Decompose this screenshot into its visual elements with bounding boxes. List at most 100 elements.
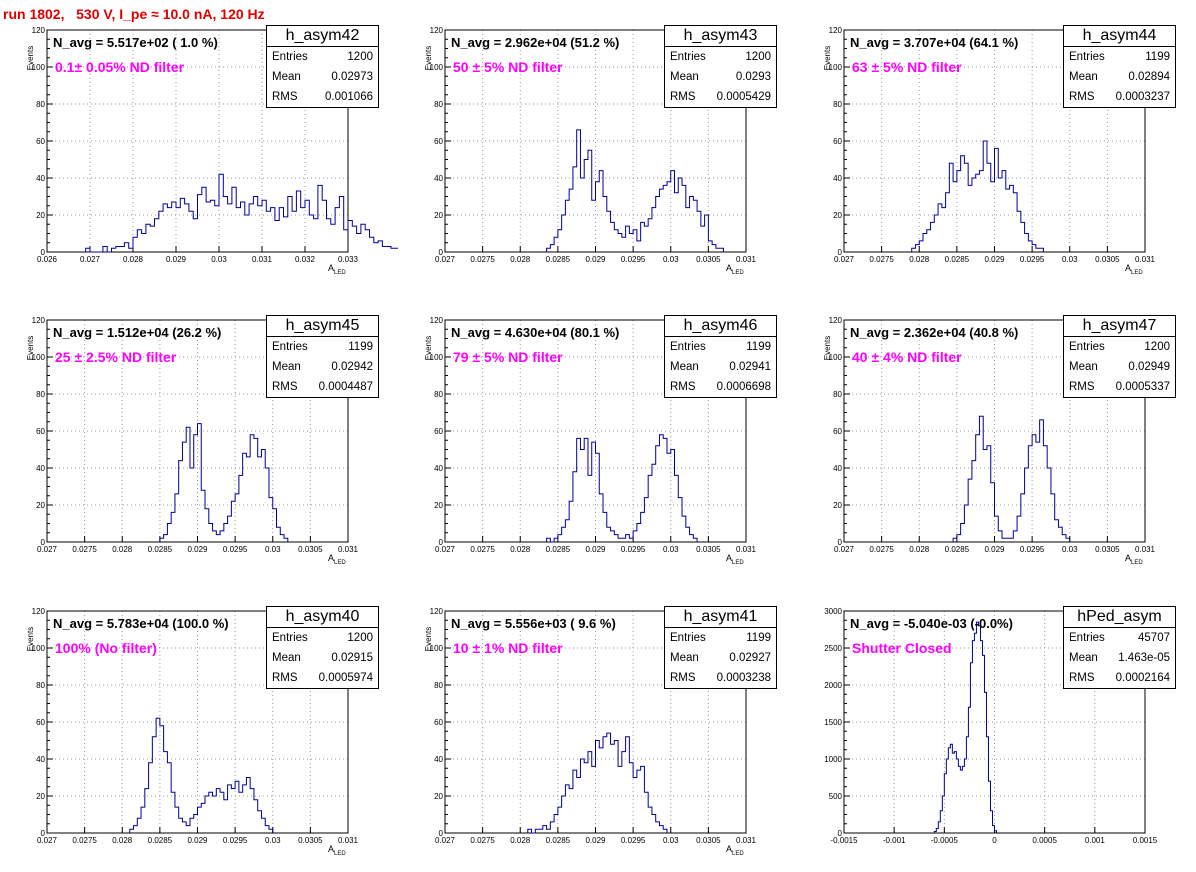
y-tick-label: 2000 bbox=[824, 681, 842, 690]
y-tick-label: 1000 bbox=[824, 755, 842, 764]
y-tick-label: 100 bbox=[430, 353, 444, 362]
stats-row-rms: RMS 0.001066 bbox=[267, 87, 378, 107]
x-tick-label: 0 bbox=[992, 836, 997, 845]
x-tick-label: 0.0305 bbox=[298, 545, 323, 554]
histogram-name: h_asym46 bbox=[665, 316, 776, 337]
y-tick-label: 60 bbox=[434, 718, 443, 727]
x-tick-label: 0.028 bbox=[112, 545, 133, 554]
y-tick-label: 1500 bbox=[824, 718, 842, 727]
histogram-series bbox=[911, 140, 1044, 252]
x-tick-label: 0.027 bbox=[435, 255, 456, 264]
stats-row-mean: Mean 0.02949 bbox=[1064, 357, 1175, 377]
stats-row-rms: RMS 0.0005337 bbox=[1064, 377, 1175, 397]
histogram-series bbox=[527, 732, 668, 834]
stats-value: 1200 bbox=[1144, 341, 1170, 353]
x-tick-label: 0.031 bbox=[338, 836, 359, 845]
y-tick-label: 40 bbox=[833, 464, 842, 473]
stats-row-rms: RMS 0.0003237 bbox=[1064, 87, 1175, 107]
filter-label: 63 ± 5% ND filter bbox=[852, 59, 962, 75]
y-tick-label: 60 bbox=[434, 137, 443, 146]
n-avg-label: N_avg = 4.630e+04 (80.1 %) bbox=[451, 325, 620, 340]
histogram-name: h_asym41 bbox=[665, 607, 776, 628]
x-tick-label: 0.027 bbox=[435, 545, 456, 554]
histogram-panel-h_asym40: 0.027 0.0275 0.028 0.0285 0.029 0.0295 0.03 0.0… bbox=[0, 581, 398, 871]
x-tick-label: -0.001 bbox=[883, 836, 906, 845]
y-tick-label: 120 bbox=[829, 26, 843, 35]
x-tick-label: 0.031 bbox=[1135, 545, 1156, 554]
y-tick-label: 0 bbox=[41, 538, 46, 547]
y-tick-label: 80 bbox=[833, 390, 842, 399]
y-tick-label: 20 bbox=[36, 792, 45, 801]
stats-box: h_asym44 Entries 1199 Mean 0.02894 RMS 0.00032… bbox=[1063, 25, 1176, 108]
histogram-panel-h_asym43: 0.027 0.0275 0.028 0.0285 0.029 0.0295 0.03 0.0… bbox=[398, 0, 796, 290]
x-tick-label: 0.0295 bbox=[621, 545, 646, 554]
x-tick-label: 0.0275 bbox=[869, 255, 894, 264]
stats-row-entries: Entries 1200 bbox=[267, 47, 378, 67]
x-tick-label: 0.0285 bbox=[945, 545, 970, 554]
x-axis-title: ALED bbox=[1125, 553, 1143, 566]
filter-label: Shutter Closed bbox=[852, 640, 952, 656]
stats-value: 1200 bbox=[347, 632, 373, 644]
histogram-name: h_asym43 bbox=[665, 26, 776, 47]
stats-row-mean: Mean 0.02915 bbox=[267, 648, 378, 668]
y-tick-label: 0 bbox=[838, 538, 843, 547]
y-axis-title: Events bbox=[26, 627, 35, 651]
x-tick-label: 0.03 bbox=[663, 836, 679, 845]
histogram-svg: 0.027 0.0275 0.028 0.0285 0.029 0.0295 0.03 0.0… bbox=[424, 316, 757, 566]
histogram-series bbox=[933, 621, 998, 833]
x-tick-label: 0.03 bbox=[265, 545, 281, 554]
stats-value: 0.0005337 bbox=[1115, 381, 1170, 393]
histogram-series bbox=[546, 434, 698, 543]
stats-value: 0.0005429 bbox=[716, 91, 771, 103]
stats-value: 1199 bbox=[746, 341, 771, 353]
run-title: run 1802, 530 V, I_pe ≈ 10.0 nA, 120 Hz bbox=[3, 6, 265, 22]
stats-box: h_asym43 Entries 1200 Mean 0.0293 RMS 0.000542… bbox=[664, 25, 777, 108]
stats-key: RMS bbox=[670, 672, 696, 684]
stats-row-entries: Entries 1200 bbox=[665, 47, 776, 67]
y-axis-title: Events bbox=[424, 46, 433, 70]
stats-key: Entries bbox=[670, 51, 706, 63]
y-tick-label: 80 bbox=[833, 100, 842, 109]
stats-row-mean: Mean 0.02941 bbox=[665, 357, 776, 377]
y-axis-title: Events bbox=[424, 627, 433, 651]
y-tick-label: 100 bbox=[829, 353, 843, 362]
stats-row-entries: Entries 1200 bbox=[1064, 337, 1175, 357]
stats-value: 0.0004487 bbox=[318, 381, 373, 393]
stats-row-rms: RMS 0.0002164 bbox=[1064, 668, 1175, 688]
y-tick-label: 120 bbox=[430, 26, 444, 35]
x-tick-label: 0.03 bbox=[1062, 545, 1078, 554]
y-tick-label: 60 bbox=[36, 427, 45, 436]
filter-label: 100% (No filter) bbox=[55, 640, 157, 656]
x-tick-label: 0.028 bbox=[123, 255, 144, 264]
stats-key: RMS bbox=[1069, 381, 1095, 393]
histogram-name: hPed_asym bbox=[1064, 607, 1175, 628]
x-tick-label: 0.0305 bbox=[1095, 545, 1120, 554]
x-tick-label: 0.031 bbox=[736, 545, 757, 554]
stats-row-rms: RMS 0.0005974 bbox=[267, 668, 378, 688]
y-tick-label: 40 bbox=[434, 174, 443, 183]
x-tick-label: 0.0305 bbox=[298, 836, 323, 845]
stats-row-mean: Mean 0.02894 bbox=[1064, 67, 1175, 87]
stats-key: RMS bbox=[670, 91, 696, 103]
n-avg-label: N_avg = 2.362e+04 (40.8 %) bbox=[850, 325, 1019, 340]
y-tick-label: 100 bbox=[32, 353, 46, 362]
x-tick-label: 0.0295 bbox=[621, 836, 646, 845]
x-tick-label: 0.0275 bbox=[72, 545, 97, 554]
y-tick-label: 500 bbox=[829, 792, 843, 801]
y-tick-label: 20 bbox=[434, 792, 443, 801]
x-tick-label: 0.0305 bbox=[696, 545, 721, 554]
x-tick-label: 0.0295 bbox=[621, 255, 646, 264]
y-tick-label: 100 bbox=[32, 644, 46, 653]
x-tick-label: -0.0005 bbox=[931, 836, 959, 845]
x-tick-label: 0.026 bbox=[37, 255, 58, 264]
stats-row-entries: Entries 1199 bbox=[1064, 47, 1175, 67]
x-tick-label: 0.032 bbox=[295, 255, 316, 264]
x-tick-label: 0.0295 bbox=[1020, 255, 1045, 264]
x-tick-label: 0.027 bbox=[834, 545, 855, 554]
stats-row-rms: RMS 0.0003238 bbox=[665, 668, 776, 688]
stats-row-entries: Entries 1199 bbox=[267, 337, 378, 357]
x-tick-label: 0.029 bbox=[585, 545, 606, 554]
stats-key: Entries bbox=[670, 341, 706, 353]
y-tick-label: 120 bbox=[32, 316, 46, 325]
